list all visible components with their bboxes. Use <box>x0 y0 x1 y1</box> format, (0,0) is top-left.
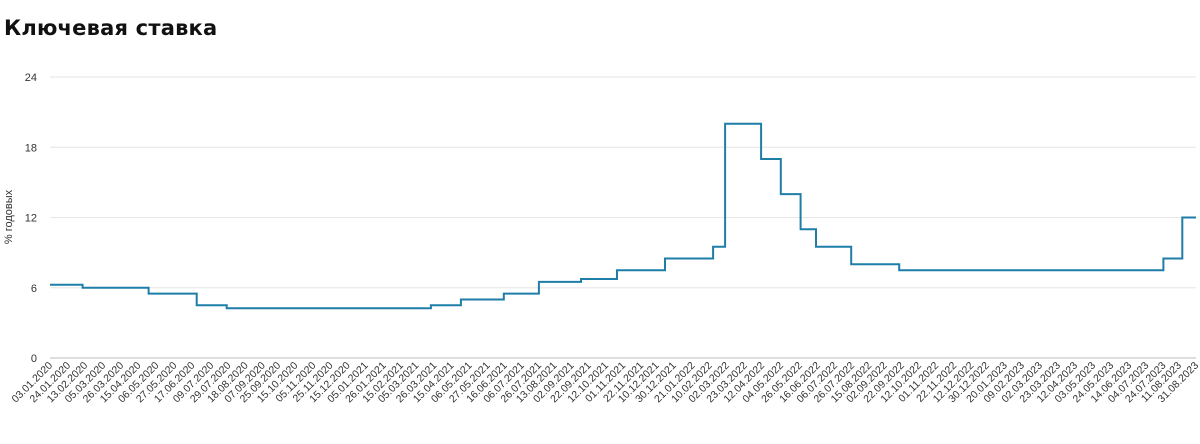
y-tick-label: 6 <box>31 283 37 295</box>
y-tick-label: 24 <box>25 72 37 84</box>
chart-title: Ключевая ставка <box>4 16 218 40</box>
key-rate-line <box>50 122 1196 310</box>
x-axis-ticks: 03.01.202024.01.202013.02.202005.03.2020… <box>9 360 1200 406</box>
y-gridlines <box>50 76 1196 359</box>
y-axis-ticks: 0 6 12 18 24 <box>25 72 37 365</box>
y-axis-label: % годовых <box>3 189 15 244</box>
y-tick-label: 18 <box>25 142 37 154</box>
y-tick-label: 0 <box>31 353 37 365</box>
y-tick-label: 12 <box>25 213 37 225</box>
